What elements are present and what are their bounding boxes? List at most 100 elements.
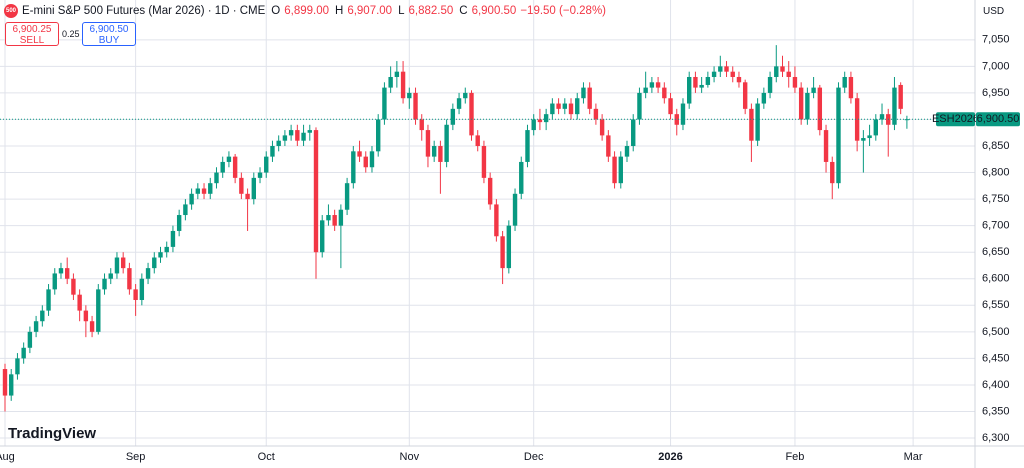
candle-body [152, 257, 157, 269]
symbol-logo: 500 [4, 4, 18, 18]
candle-body [525, 130, 530, 162]
candle-body [388, 76, 393, 88]
candle-body [351, 151, 356, 184]
currency-button[interactable]: USD [983, 6, 1005, 17]
candle-body [413, 92, 418, 120]
candle-body [680, 103, 686, 125]
candle-body [239, 177, 244, 194]
candle-body [369, 151, 375, 168]
candle-body [823, 130, 829, 162]
candle-body [15, 358, 20, 375]
candle-body [842, 76, 847, 88]
candle-body [879, 114, 885, 120]
candle-body [693, 76, 698, 88]
candle-body [506, 225, 512, 269]
candle-body [376, 119, 381, 152]
symbol-tag [936, 112, 975, 127]
candle-body [276, 140, 281, 147]
low-label: L [398, 5, 405, 17]
candle-body [805, 92, 810, 120]
candle-body [456, 98, 462, 109]
buy-button[interactable]: 6,900.50 BUY [82, 22, 136, 46]
candle-body [344, 183, 350, 210]
y-tick-label: 6,800 [982, 166, 1010, 178]
candle-body [481, 146, 487, 178]
y-tick-label: 6,850 [982, 140, 1010, 152]
high-value: 6,907.00 [347, 5, 393, 17]
candle-body [183, 204, 188, 216]
candle-body [195, 188, 201, 194]
candle-body [867, 135, 872, 139]
candle-body [606, 135, 611, 157]
candle-body [46, 289, 51, 311]
symbol-tag-text: ESH2026 [932, 113, 979, 125]
candle-body [774, 66, 779, 77]
candle-body [798, 87, 804, 120]
candle-body [655, 82, 661, 88]
price-tag-text: 6,900.50 [977, 113, 1020, 125]
candle-body [226, 156, 232, 162]
sell-button[interactable]: 6,900.25 SELL [5, 22, 59, 46]
candle-body [52, 273, 57, 290]
candle-body [848, 76, 854, 99]
candle-body [562, 103, 567, 109]
candle-body [450, 108, 456, 125]
candle-body [575, 98, 580, 115]
x-tick-label: Nov [400, 451, 420, 463]
candle-body [543, 114, 549, 123]
x-tick-label: Sep [126, 451, 146, 463]
candle-body [264, 156, 269, 173]
candle-body [854, 98, 860, 141]
candle-body [114, 257, 120, 274]
candle-body [612, 156, 617, 184]
candle-body [257, 172, 263, 178]
candle-body [189, 193, 194, 205]
candle-body [201, 188, 207, 194]
candle-body [77, 294, 82, 311]
candle-body [830, 161, 835, 184]
y-tick-label: 7,050 [982, 34, 1010, 46]
candle-body [425, 130, 431, 157]
candle-body [102, 278, 107, 290]
candle-body [531, 119, 536, 131]
open-value: 6,899.00 [284, 5, 329, 17]
candle-body [649, 82, 655, 88]
open-label: O [271, 5, 281, 17]
candle-body [357, 151, 362, 157]
candle-body [33, 321, 39, 332]
low-value: 6,882.50 [408, 5, 454, 17]
candle-body [662, 87, 667, 99]
candle-body [792, 76, 798, 88]
candle-body [295, 130, 300, 141]
candle-body [220, 161, 225, 173]
candle-body [494, 204, 499, 237]
candle-body [674, 114, 679, 125]
candle-body [208, 183, 213, 194]
y-tick-label: 6,650 [982, 246, 1010, 258]
candle-body [475, 135, 480, 147]
candle-body [487, 177, 493, 205]
candle-body [512, 193, 518, 226]
candle-body [699, 84, 704, 88]
candle-body [643, 87, 648, 93]
candle-body [288, 130, 294, 136]
y-tick-label: 6,700 [982, 220, 1010, 232]
sell-price: 6,900.25 [12, 24, 52, 35]
y-tick-label: 6,450 [982, 352, 1010, 364]
candle-body [711, 71, 717, 77]
y-tick-label: 6,600 [982, 273, 1010, 285]
candle-body [338, 209, 344, 226]
candle-body [419, 119, 424, 131]
candle-body [83, 310, 89, 322]
candle-body [89, 321, 95, 332]
candle-body [668, 98, 673, 115]
candle-body [469, 92, 474, 136]
candle-body [767, 76, 773, 93]
candle-body [898, 84, 903, 109]
y-tick-label: 6,300 [982, 432, 1010, 444]
candle-body [811, 87, 816, 93]
candle-body [761, 92, 767, 104]
candle-body [637, 92, 642, 120]
x-tick-label: Dec [524, 451, 544, 463]
close-label: C [459, 5, 468, 17]
